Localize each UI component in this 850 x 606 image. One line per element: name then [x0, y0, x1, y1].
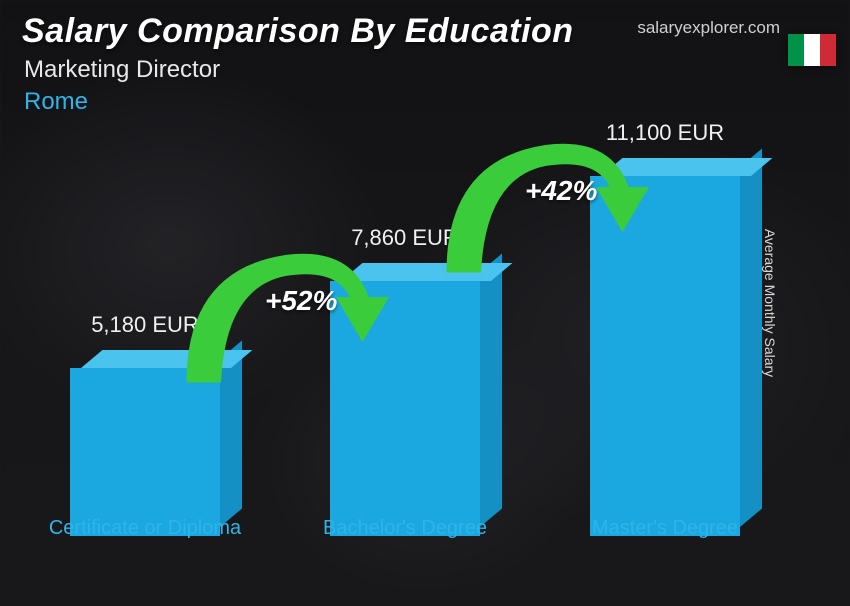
- bar-chart: 5,180 EURCertificate or Diploma7,860 EUR…: [40, 150, 790, 536]
- flag-stripe-2: [804, 34, 820, 66]
- chart-subtitle-location: Rome: [24, 88, 88, 116]
- flag-stripe-3: [820, 34, 836, 66]
- flag-stripe-1: [788, 34, 804, 66]
- bar-category-label: Certificate or Diploma: [45, 516, 245, 540]
- content-layer: Salary Comparison By Education Marketing…: [0, 0, 850, 606]
- chart-subtitle-role: Marketing Director: [24, 56, 220, 84]
- increase-arrow-1: +42%: [435, 130, 665, 280]
- bar-side: [480, 254, 502, 527]
- italy-flag-icon: [788, 34, 836, 66]
- watermark-text: salaryexplorer.com: [637, 18, 780, 38]
- increase-percent-label: +42%: [525, 175, 597, 207]
- bar-side: [740, 149, 762, 527]
- increase-arrow-0: +52%: [175, 240, 405, 390]
- chart-title: Salary Comparison By Education: [22, 12, 574, 51]
- increase-percent-label: +52%: [265, 285, 337, 317]
- bar-category-label: Bachelor's Degree: [305, 516, 505, 540]
- bar-front: [70, 368, 220, 536]
- bar-category-label: Master's Degree: [565, 516, 765, 540]
